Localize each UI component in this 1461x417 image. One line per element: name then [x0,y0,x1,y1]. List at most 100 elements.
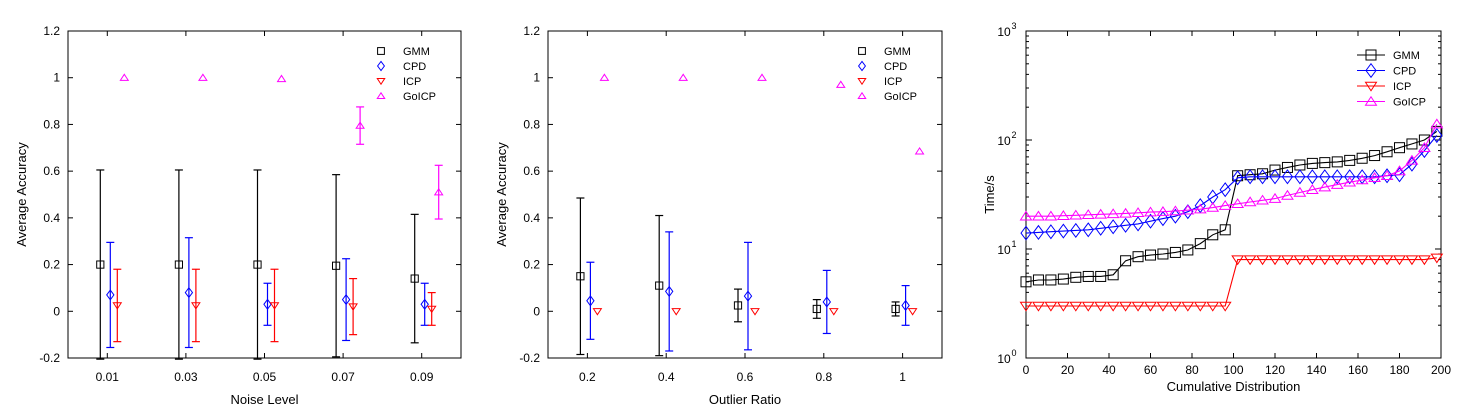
x-tick-label: 0 [1023,363,1030,377]
data-point-square [1045,274,1057,286]
data-point-triangle-up [1380,170,1394,180]
data-point-triangle-down [112,302,123,310]
y-tick-exponent: 2 [1011,130,1016,140]
data-point-triangle-up [119,73,130,81]
data-point-triangle-up [1256,194,1269,205]
data-point-square [1331,156,1343,168]
data-point-triangle-down [269,302,280,310]
data-point-square [1394,142,1405,154]
data-point-square [1132,251,1144,263]
data-point-triangle-up [1206,201,1220,212]
data-point-square [1107,269,1119,281]
legend-marker [376,60,386,72]
x-tick-label: 0.2 [579,370,596,384]
legend-marker [376,91,386,100]
data-point-triangle-down [1193,301,1207,312]
data-point-square [1145,249,1156,261]
data-point-diamond [664,285,674,298]
data-point-triangle-down [426,305,437,314]
data-point-triangle-down [1393,255,1406,266]
y-tick-label: 10 [997,25,1011,39]
data-point-diamond [1319,169,1331,185]
legend-label: GoICP [403,91,436,103]
x-tick-label: 0.6 [737,370,754,384]
legend-marker [1365,62,1377,79]
data-point-square [410,274,419,283]
data-point-diamond [1032,224,1045,240]
data-point-diamond [1269,169,1281,185]
data-point-diamond [1294,169,1306,185]
data-point-triangle-up [599,73,610,81]
data-point-triangle-up [1293,186,1307,197]
data-point-square [1194,238,1206,250]
y-tick-label: 10 [997,134,1011,148]
data-point-triangle-up [1268,192,1282,203]
data-point-diamond [1107,219,1119,235]
data-point-triangle-up [1131,207,1145,218]
data-point-triangle-up [1330,178,1344,189]
x-tick-label: 100 [1223,363,1243,377]
series-line [1026,123,1438,217]
data-point-triangle-up [1032,210,1045,221]
legend-marker [377,47,385,55]
data-point-triangle-up [1243,196,1257,207]
data-point-triangle-down [191,302,201,310]
legend-label: GMM [1393,50,1420,62]
data-point-square [1431,125,1443,137]
legend-label: GMM [884,46,911,58]
data-point-triangle-down [1069,301,1083,312]
data-point-triangle-up [276,74,287,83]
x-tick-label: 60 [1144,363,1158,377]
y-tick-exponent: 3 [1011,21,1016,31]
data-point-triangle-up [433,187,444,196]
data-point-diamond [1207,189,1219,205]
y-tick-label: 0.6 [523,164,540,178]
y-tick-label: 0.4 [43,211,60,225]
data-point-diamond [1368,169,1381,185]
data-point-square [1406,138,1418,150]
data-point-triangle-down [1355,255,1369,266]
y-tick-label: 1 [53,71,60,85]
data-point-diamond [341,293,351,306]
data-point-triangle-up [1305,184,1319,194]
data-point-square [1057,273,1069,285]
data-point-diamond [743,290,753,302]
y-tick-label: 1 [533,71,540,85]
data-point-triangle-up [1144,206,1157,217]
data-point-triangle-up [1081,209,1095,220]
x-tick-label: 1 [899,370,906,384]
data-point-square [1369,150,1381,162]
data-point-triangle-down [1368,255,1382,266]
data-point-square [253,260,262,269]
data-point-diamond [1344,169,1356,185]
data-point-triangle-down [671,308,682,316]
data-point-square [1095,270,1107,282]
data-point-diamond [1194,198,1206,214]
data-point-triangle-down [1094,301,1108,312]
data-point-triangle-up [1318,181,1332,192]
data-point-square [174,260,184,269]
data-point-triangle-down [1268,255,1282,266]
data-point-diamond [901,299,910,312]
data-point-square [332,261,341,270]
legend-marker [857,91,867,100]
data-point-diamond [1281,169,1294,185]
data-point-triangle-up [1405,154,1419,165]
data-point-diamond [1219,182,1231,198]
legend-marker [1364,95,1378,106]
data-point-triangle-down [1330,255,1344,266]
data-point-triangle-down [1044,301,1058,312]
x-axis-label: Noise Level [231,392,299,407]
y-tick-exponent: 0 [1011,348,1016,358]
legend-marker [1364,81,1378,92]
data-point-square [1207,229,1219,241]
data-point-triangle-up [1368,172,1382,183]
data-point-square [1219,224,1231,236]
data-point-square [891,304,900,314]
data-point-square [1281,161,1293,173]
data-point-triangle-down [1243,255,1257,266]
data-point-triangle-down [1256,255,1269,266]
data-point-triangle-up [1069,209,1083,220]
data-point-triangle-down [1181,301,1195,312]
